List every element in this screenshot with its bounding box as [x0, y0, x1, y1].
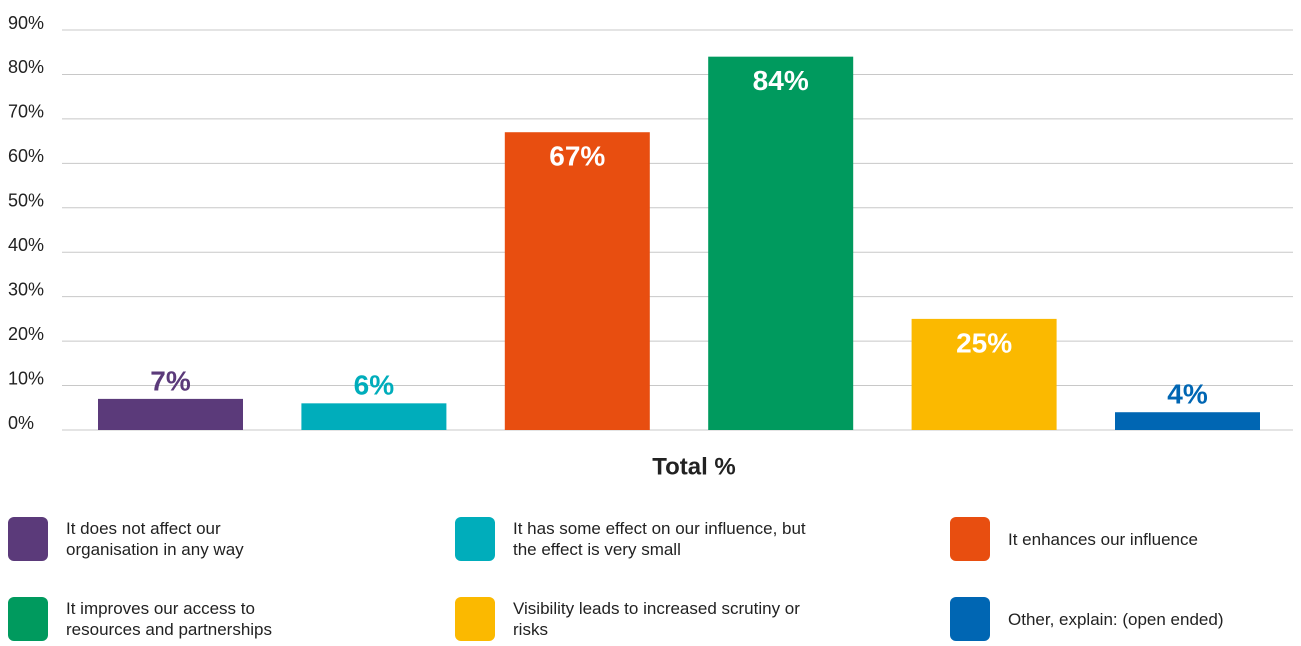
legend-label: It improves our access to resources and … — [66, 599, 273, 639]
bar — [708, 56, 854, 431]
bar — [1115, 412, 1260, 430]
y-tick-label: 40% — [8, 235, 44, 255]
bar — [911, 318, 1057, 430]
y-tick-label: 30% — [8, 279, 44, 299]
legend-item: It does not affect our organisation in a… — [8, 517, 306, 561]
legend-label: Other, explain: (open ended) — [1008, 609, 1224, 629]
legend-label: It has some effect on our influence, but… — [513, 519, 806, 559]
bar — [98, 398, 243, 430]
data-label: 67% — [549, 141, 605, 172]
legend-item: It enhances our influence — [950, 517, 1301, 561]
legend-swatch — [455, 517, 495, 561]
legend-label: It does not affect our organisation in a… — [66, 519, 244, 559]
data-label: 25% — [956, 327, 1012, 358]
legend-item: It improves our access to resources and … — [8, 597, 306, 641]
legend-item: Other, explain: (open ended) — [950, 597, 1301, 641]
y-tick-label: 0% — [8, 413, 34, 433]
legend-swatch — [950, 517, 990, 561]
y-tick-label: 50% — [8, 191, 44, 211]
legend-item: It has some effect on our influence, but… — [455, 517, 821, 561]
legend-item: Visibility leads to increased scrutiny o… — [455, 597, 821, 641]
bar — [504, 132, 650, 430]
y-tick-label: 90% — [8, 13, 44, 33]
chart: 0% 10% 20% 30% 40% 50% 60% 70% 80% 90% Total % 7% 6%… — [8, 13, 1293, 480]
y-tick-label: 80% — [8, 57, 44, 77]
legend-label: Visibility leads to increased scrutiny o… — [513, 599, 800, 639]
legend-swatch — [8, 517, 48, 561]
legend-label: It enhances our influence — [1008, 529, 1198, 549]
y-tick-label: 10% — [8, 368, 44, 388]
data-label: 7% — [150, 365, 191, 396]
y-tick-label: 60% — [8, 146, 44, 166]
bar — [301, 403, 447, 430]
legend-swatch — [950, 597, 990, 641]
x-tick-label: Total % — [652, 453, 736, 480]
y-tick-label: 70% — [8, 102, 44, 122]
data-label: 4% — [1167, 379, 1208, 410]
data-label: 84% — [753, 65, 809, 96]
y-tick-label: 20% — [8, 324, 44, 344]
legend-swatch — [455, 597, 495, 641]
data-label: 6% — [354, 370, 395, 401]
legend-swatch — [8, 597, 48, 641]
